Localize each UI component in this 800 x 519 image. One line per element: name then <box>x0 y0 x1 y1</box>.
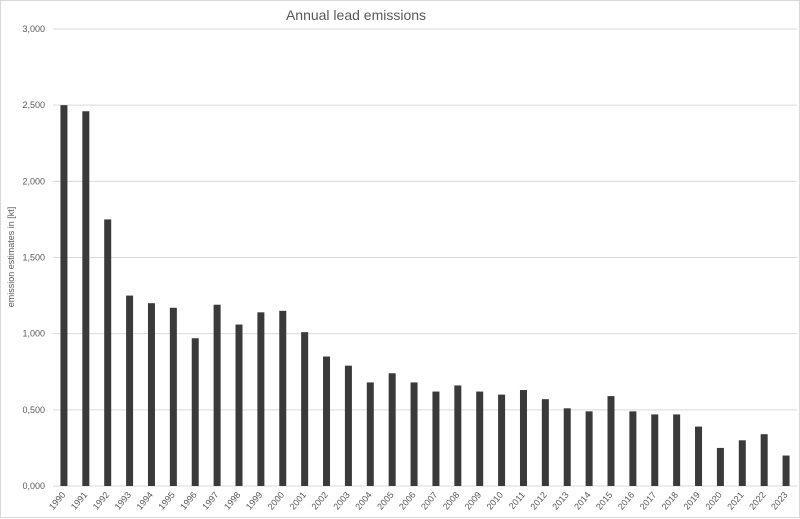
gridlines <box>53 28 797 487</box>
x-tick-label: 2002 <box>310 490 331 512</box>
y-tick-label: 0,500 <box>22 405 45 415</box>
x-tick-label: 2018 <box>660 490 681 512</box>
bar-2001 <box>301 332 309 486</box>
bar-2004 <box>366 382 374 486</box>
bar-1993 <box>126 295 134 486</box>
bar-1998 <box>235 324 243 486</box>
bar-2010 <box>498 394 506 486</box>
x-tick-label: 2020 <box>703 490 724 512</box>
x-tick-label: 1995 <box>156 490 177 512</box>
y-axis-label: emission estimates in [kt] <box>6 207 16 308</box>
y-tick-label: 0,000 <box>22 481 45 491</box>
bar-1991 <box>82 111 90 486</box>
bar-2021 <box>738 440 746 486</box>
x-tick-label: 2019 <box>682 490 703 512</box>
bar-1992 <box>104 219 112 486</box>
bar-1997 <box>213 304 221 486</box>
bar-2017 <box>651 414 659 486</box>
y-axis-ticks: 0,000 0,500 1,000 1,500 2,000 2,500 3,000 <box>22 24 45 491</box>
x-tick-label: 2017 <box>638 490 659 512</box>
x-tick-label: 2012 <box>528 490 549 512</box>
bar-2015 <box>607 396 615 486</box>
x-tick-label: 2013 <box>550 490 571 512</box>
x-tick-label: 2004 <box>353 490 374 512</box>
bar-2022 <box>760 434 768 486</box>
bar-1995 <box>169 307 177 486</box>
x-tick-label: 2023 <box>769 490 790 512</box>
x-tick-label: 2001 <box>288 490 309 512</box>
bar-1996 <box>191 338 199 486</box>
x-tick-label: 2008 <box>441 490 462 512</box>
x-tick-label: 1992 <box>91 490 112 512</box>
x-tick-label: 2000 <box>266 490 287 512</box>
x-tick-label: 1990 <box>47 490 68 512</box>
bar-2016 <box>629 411 637 486</box>
x-tick-label: 2009 <box>463 490 484 512</box>
y-tick-label: 1,500 <box>22 253 45 263</box>
bar-2019 <box>695 426 703 486</box>
x-tick-label: 1997 <box>200 490 221 512</box>
y-tick-label: 2,000 <box>22 176 45 186</box>
x-tick-label: 1991 <box>69 490 90 512</box>
x-tick-label: 2016 <box>616 490 637 512</box>
x-tick-label: 1994 <box>134 490 155 512</box>
x-tick-label: 1993 <box>113 490 134 512</box>
x-tick-label: 2021 <box>725 490 746 512</box>
bar-1994 <box>147 303 155 486</box>
bar-2020 <box>716 447 724 486</box>
y-tick-label: 3,000 <box>22 24 45 34</box>
bar-2023 <box>782 455 790 486</box>
bar-2007 <box>432 391 440 486</box>
chart-title: Annual lead emissions <box>286 7 426 23</box>
y-tick-label: 1,000 <box>22 329 45 339</box>
x-axis-ticks: 1990 1991 1992 1993 1994 1995 1996 1997 1998 1999… <box>47 490 790 512</box>
x-tick-label: 2006 <box>397 490 418 512</box>
bar-2018 <box>673 414 681 486</box>
x-tick-label: 1996 <box>178 490 199 512</box>
x-tick-label: 2011 <box>507 490 527 511</box>
x-tick-label: 2022 <box>747 490 768 512</box>
x-tick-label: 2007 <box>419 490 440 512</box>
bar-2012 <box>541 399 549 486</box>
x-tick-label: 1998 <box>222 490 243 512</box>
x-tick-label: 2003 <box>331 490 352 512</box>
bar-2002 <box>323 356 331 486</box>
x-tick-label: 2014 <box>572 490 593 512</box>
x-tick-label: 2005 <box>375 490 396 512</box>
bar-2011 <box>519 390 527 486</box>
bar-2006 <box>410 382 418 486</box>
bar-2013 <box>563 408 571 486</box>
x-tick-label: 2015 <box>594 490 615 512</box>
bars <box>60 105 790 487</box>
bar-2009 <box>476 391 484 486</box>
bar-1999 <box>257 312 265 486</box>
bar-1990 <box>60 105 68 487</box>
bar-2000 <box>279 310 287 486</box>
x-tick-label: 2010 <box>485 490 506 512</box>
bar-2003 <box>344 365 352 486</box>
bar-2005 <box>388 373 396 486</box>
x-tick-label: 1999 <box>244 490 265 512</box>
bar-2008 <box>454 385 462 486</box>
bar-2014 <box>585 411 593 486</box>
y-tick-label: 2,500 <box>22 100 45 110</box>
